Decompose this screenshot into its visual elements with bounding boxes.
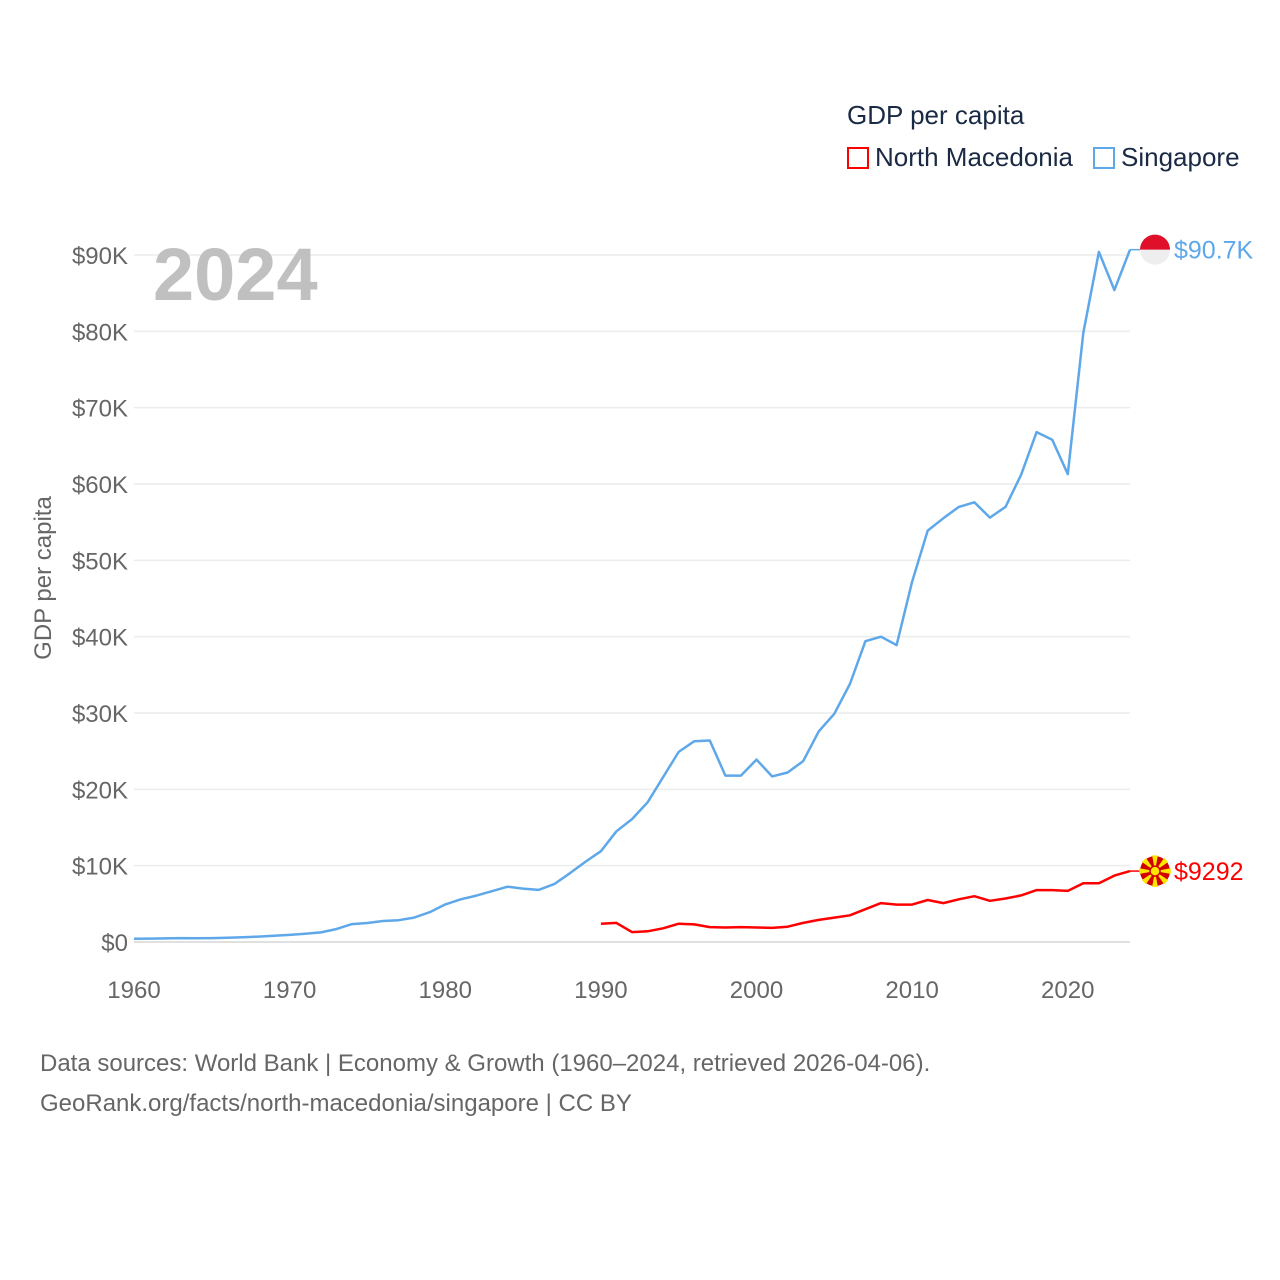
x-tick-label: 1960	[107, 977, 160, 1004]
y-tick-label: $60K	[72, 472, 128, 499]
legend-label: North Macedonia	[875, 142, 1073, 172]
y-tick-label: $50K	[72, 548, 128, 575]
legend-swatch	[847, 146, 869, 169]
y-tick-label: $80K	[72, 319, 128, 346]
legend-item-singapore[interactable]: Singapore	[1093, 142, 1240, 173]
legend-item-north-macedonia[interactable]: North Macedonia	[847, 142, 1073, 173]
y-tick-label: $30K	[72, 701, 128, 728]
legend: North Macedonia Singapore	[847, 142, 1240, 173]
end-value-label: $90.7K	[1174, 237, 1254, 265]
footer: Data sources: World Bank | Economy & Gro…	[40, 1044, 930, 1124]
x-tick-label: 1990	[574, 977, 627, 1004]
legend-label: Singapore	[1121, 142, 1240, 172]
y-tick-label: $20K	[72, 777, 128, 804]
x-tick-label: 2020	[1041, 977, 1094, 1004]
series-line-singapore	[133, 249, 1132, 940]
data-sources: Data sources: World Bank | Economy & Gro…	[40, 1050, 931, 1077]
singapore-flag-icon	[1140, 234, 1170, 250]
flag-sun-ray	[1139, 868, 1155, 874]
flag-sun-ray	[1152, 871, 1158, 887]
flag-sun-ray	[1155, 868, 1171, 874]
flag-sun-ray	[1152, 855, 1158, 872]
legend-swatch	[1093, 146, 1115, 169]
y-tick-label: $40K	[72, 625, 128, 652]
y-tick-label: $0	[101, 930, 128, 957]
y-tick-label: $70K	[72, 396, 128, 423]
flag-sun	[1149, 865, 1161, 877]
x-tick-label: 1980	[419, 977, 472, 1004]
x-tick-label: 2010	[885, 977, 938, 1004]
current-year-label: 2024	[153, 233, 318, 316]
y-axis-label: GDP per capita	[30, 496, 57, 660]
end-value-label: $9292	[1174, 858, 1244, 886]
source-link[interactable]: GeoRank.org/facts/north-macedonia/singap…	[40, 1090, 632, 1117]
x-tick-label: 2000	[730, 977, 783, 1004]
legend-title: GDP per capita	[847, 100, 1025, 130]
x-tick-label: 1970	[263, 977, 316, 1004]
series-line-north-macedonia	[600, 869, 1131, 934]
y-tick-label: $90K	[72, 243, 128, 270]
y-tick-label: $10K	[72, 854, 128, 881]
